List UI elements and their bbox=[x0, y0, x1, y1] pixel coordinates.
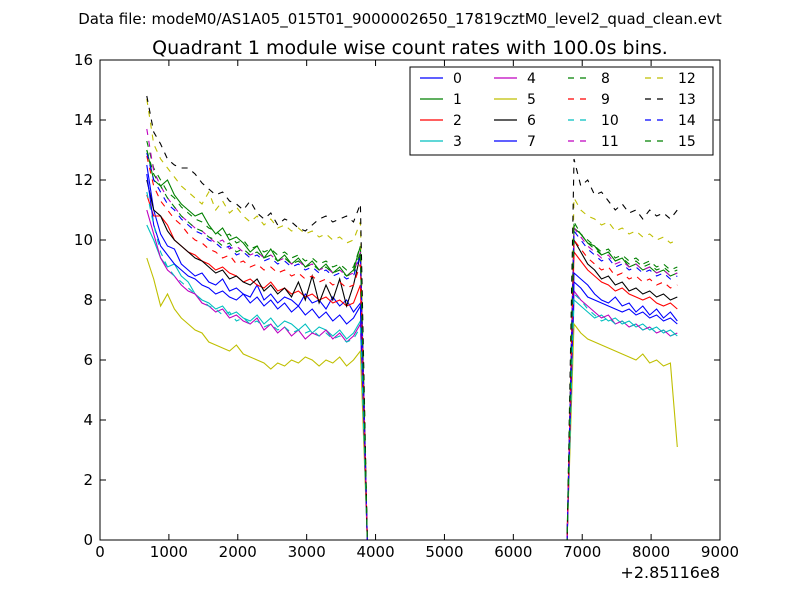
y-tick-label: 0 bbox=[83, 531, 93, 549]
x-tick-label: 5000 bbox=[425, 543, 463, 561]
legend-label-5: 5 bbox=[527, 92, 536, 108]
y-tick-label: 14 bbox=[74, 111, 93, 129]
legend-label-7: 7 bbox=[527, 134, 536, 150]
legend-label-6: 6 bbox=[527, 113, 536, 129]
series-line-6 bbox=[146, 179, 678, 541]
series-line-11 bbox=[146, 128, 678, 541]
legend-label-8: 8 bbox=[601, 71, 610, 87]
y-tick-label: 12 bbox=[74, 171, 93, 189]
legend-label-10: 10 bbox=[601, 113, 619, 129]
legend-label-14: 14 bbox=[678, 113, 696, 129]
y-tick-label: 4 bbox=[83, 411, 93, 429]
x-offset-label: +2.85116e8 bbox=[620, 563, 720, 582]
figure-suptitle: Data file: modeM0/AS1A05_015T01_90000026… bbox=[78, 10, 722, 29]
x-tick-label: 0 bbox=[95, 543, 105, 561]
series-line-0 bbox=[146, 164, 678, 541]
legend-frame bbox=[409, 66, 714, 156]
legend-label-1: 1 bbox=[453, 92, 462, 108]
legend-label-15: 15 bbox=[678, 134, 696, 150]
series-line-14 bbox=[146, 152, 678, 541]
chart-title: Quadrant 1 module wise count rates with … bbox=[152, 37, 668, 59]
legend-label-0: 0 bbox=[453, 71, 462, 87]
series-line-13 bbox=[146, 95, 678, 541]
series-line-9 bbox=[146, 155, 678, 541]
y-tick-label: 16 bbox=[74, 51, 93, 69]
plot-frame bbox=[99, 59, 721, 541]
legend-label-9: 9 bbox=[601, 92, 610, 108]
x-tick-label: 6000 bbox=[494, 543, 532, 561]
series-line-1 bbox=[146, 149, 678, 541]
legend-label-3: 3 bbox=[453, 134, 462, 150]
legend-label-13: 13 bbox=[678, 92, 696, 108]
series-line-12 bbox=[146, 98, 678, 541]
y-tick-label: 2 bbox=[83, 471, 93, 489]
x-tick-label: 7000 bbox=[563, 543, 601, 561]
legend-label-12: 12 bbox=[678, 71, 696, 87]
series-line-8 bbox=[146, 140, 678, 541]
x-tick-label: 9000 bbox=[701, 543, 739, 561]
legend-label-4: 4 bbox=[527, 71, 536, 87]
x-tick-label: 1000 bbox=[150, 543, 188, 561]
legend-label-11: 11 bbox=[601, 134, 619, 150]
legend-label-2: 2 bbox=[453, 113, 462, 129]
y-tick-label: 10 bbox=[74, 231, 93, 249]
x-tick-label: 8000 bbox=[632, 543, 670, 561]
x-tick-label: 4000 bbox=[356, 543, 394, 561]
axis-ticks: 0 1000 2000 3000 4000 5000 6000 7000 8000 9000 0 2 4… bbox=[74, 51, 739, 561]
y-tick-label: 6 bbox=[83, 351, 93, 369]
series-line-5 bbox=[146, 257, 678, 541]
series-line-7 bbox=[146, 173, 678, 541]
series-line-10 bbox=[146, 191, 678, 541]
y-tick-label: 8 bbox=[83, 291, 93, 309]
series-line-15 bbox=[146, 149, 678, 541]
x-tick-label: 3000 bbox=[288, 543, 326, 561]
x-tick-label: 2000 bbox=[219, 543, 257, 561]
series-line-3 bbox=[146, 224, 678, 541]
series-lines bbox=[146, 95, 678, 541]
